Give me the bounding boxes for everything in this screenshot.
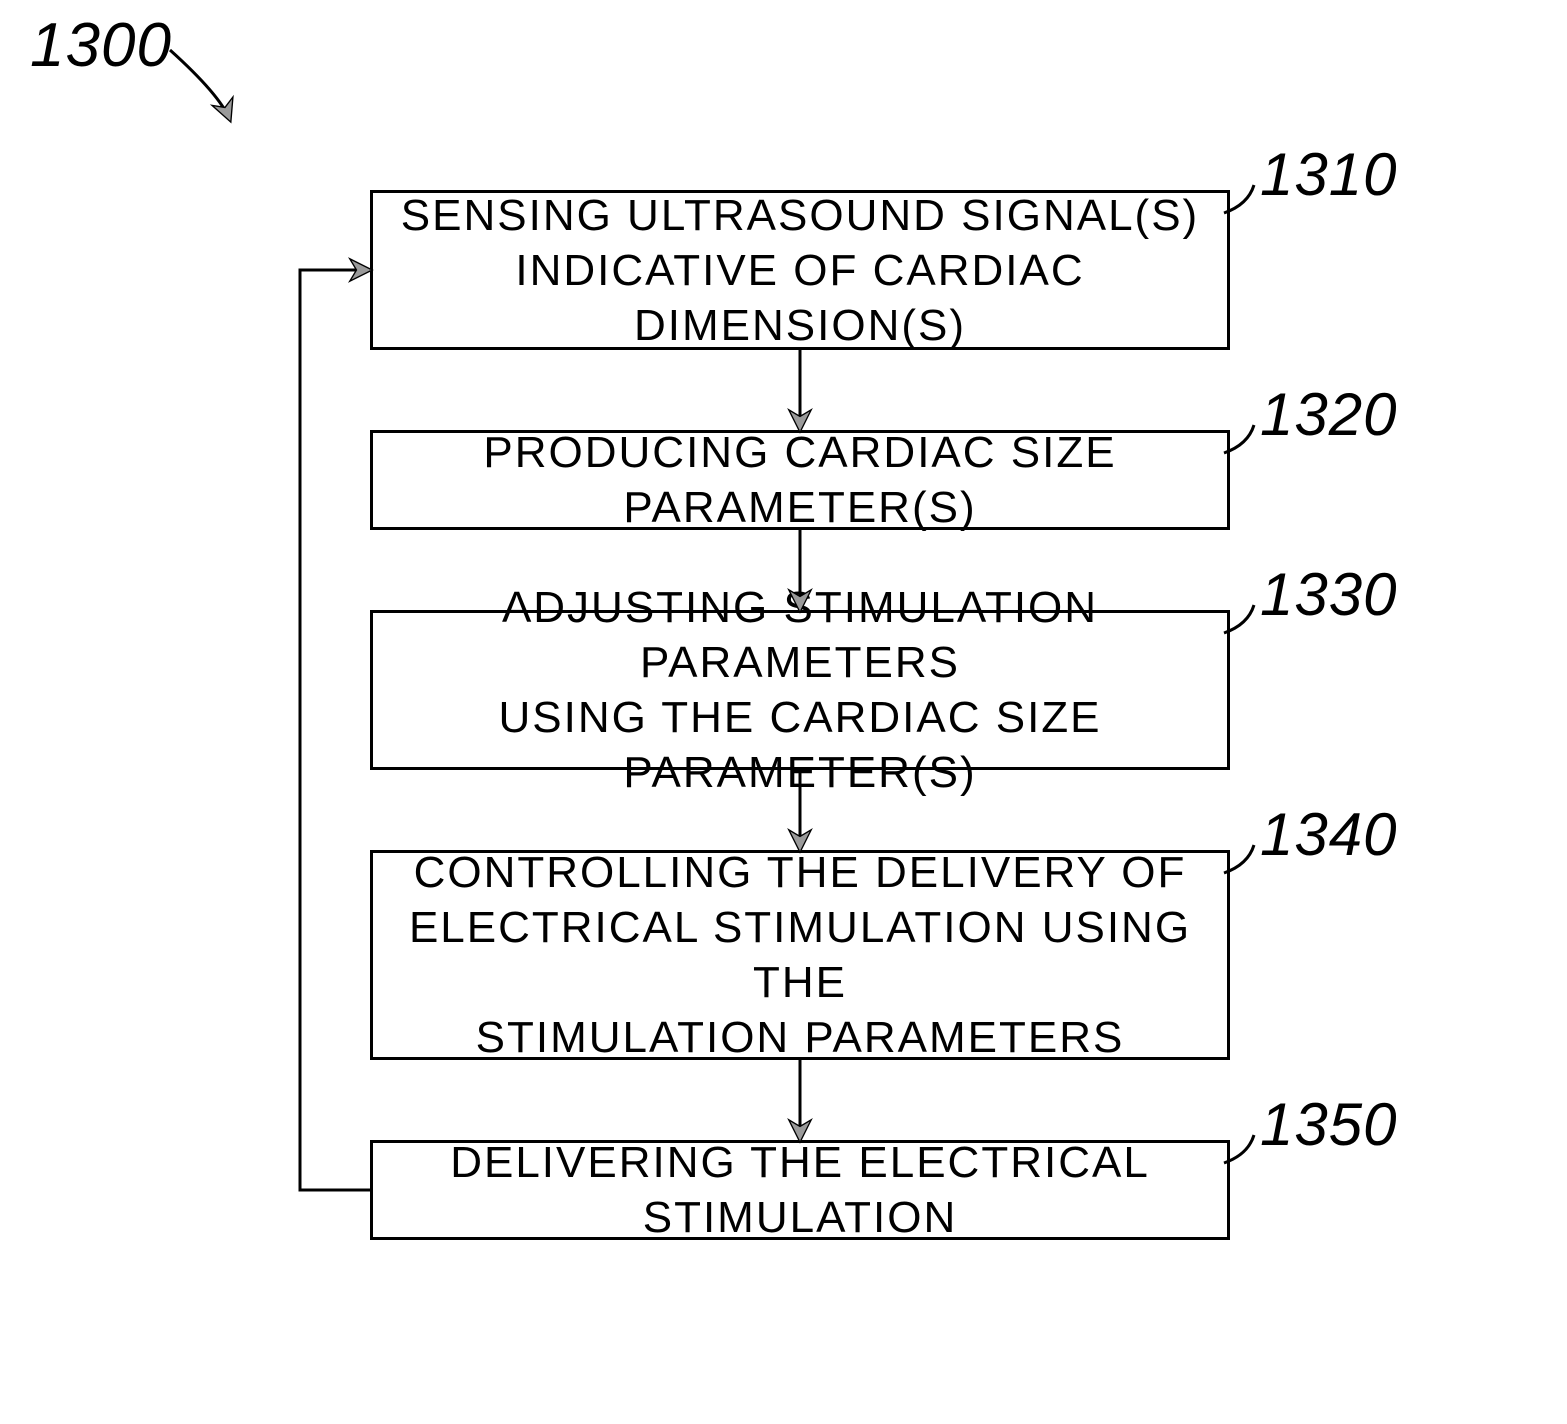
step-ref-label: 1310 xyxy=(1260,140,1397,209)
flowchart-step: PRODUCING CARDIAC SIZE PARAMETER(S) xyxy=(370,430,1230,530)
step-ref-label: 1350 xyxy=(1260,1090,1397,1159)
flowchart-step: SENSING ULTRASOUND SIGNAL(S) INDICATIVE … xyxy=(370,190,1230,350)
flowchart-step-text: CONTROLLING THE DELIVERY OF ELECTRICAL S… xyxy=(393,845,1207,1065)
flowchart-step: ADJUSTING STIMULATION PARAMETERS USING T… xyxy=(370,610,1230,770)
flowchart-step-text: PRODUCING CARDIAC SIZE PARAMETER(S) xyxy=(393,425,1207,535)
step-ref-label: 1330 xyxy=(1260,560,1397,629)
flowchart-step-text: DELIVERING THE ELECTRICAL STIMULATION xyxy=(393,1135,1207,1245)
flowchart-step-text: SENSING ULTRASOUND SIGNAL(S) INDICATIVE … xyxy=(393,188,1207,353)
flowchart-step: DELIVERING THE ELECTRICAL STIMULATION xyxy=(370,1140,1230,1240)
flowchart-step-text: ADJUSTING STIMULATION PARAMETERS USING T… xyxy=(393,580,1207,800)
step-ref-label: 1340 xyxy=(1260,800,1397,869)
flowchart-canvas: 1300 SENSING ULTRASOUND SIGNAL(S) INDICA… xyxy=(0,0,1567,1424)
figure-ref-label: 1300 xyxy=(30,10,172,81)
step-ref-label: 1320 xyxy=(1260,380,1397,449)
flowchart-step: CONTROLLING THE DELIVERY OF ELECTRICAL S… xyxy=(370,850,1230,1060)
